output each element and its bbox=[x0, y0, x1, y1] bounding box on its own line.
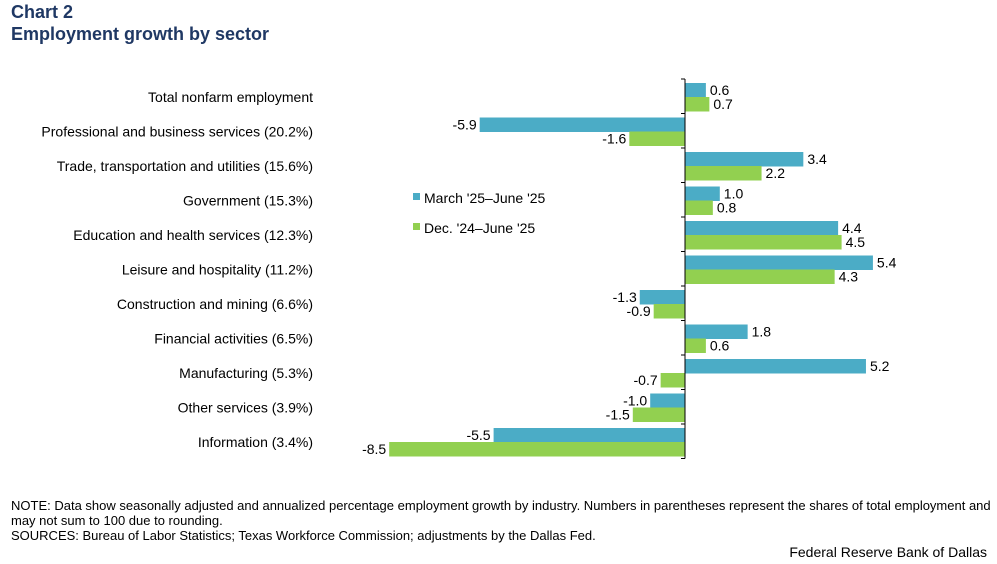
data-label: 0.6 bbox=[710, 338, 730, 354]
legend-swatch bbox=[413, 223, 420, 230]
bar-ytd bbox=[629, 131, 685, 146]
chart-number: Chart 2 bbox=[11, 2, 74, 22]
data-label: 0.6 bbox=[710, 82, 730, 98]
legend-swatch bbox=[413, 193, 420, 200]
category-label: Government (15.3%) bbox=[183, 193, 313, 209]
sources-text: SOURCES: Bureau of Labor Statistics; Tex… bbox=[11, 528, 596, 543]
bar-ytd bbox=[685, 235, 842, 250]
category-label: Information (3.4%) bbox=[198, 434, 313, 450]
bar-recent bbox=[685, 359, 866, 374]
data-label: 5.2 bbox=[870, 358, 890, 374]
category-label: Trade, transportation and utilities (15.… bbox=[57, 158, 313, 174]
bar-recent bbox=[493, 428, 685, 443]
bar-ytd bbox=[685, 166, 762, 181]
data-label: -0.9 bbox=[627, 303, 651, 319]
bar-recent bbox=[685, 152, 804, 167]
bar-recent bbox=[685, 255, 873, 270]
data-label: 1.0 bbox=[724, 186, 744, 202]
data-label: -5.9 bbox=[453, 117, 477, 133]
legend-label: Dec. '24–June '25 bbox=[424, 220, 535, 236]
data-label: -1.0 bbox=[623, 393, 647, 409]
category-label: Total nonfarm employment bbox=[148, 89, 313, 105]
bar-recent bbox=[639, 290, 685, 305]
credit-text: Federal Reserve Bank of Dallas bbox=[789, 544, 987, 560]
data-label: -1.5 bbox=[606, 407, 630, 423]
data-label: -5.5 bbox=[466, 427, 490, 443]
bar-recent bbox=[479, 117, 685, 132]
data-label: 4.4 bbox=[842, 220, 862, 236]
data-label: 2.2 bbox=[766, 165, 786, 181]
bar-ytd bbox=[632, 407, 685, 422]
bar-recent bbox=[650, 393, 685, 408]
footnote: NOTE: Data show seasonally adjusted and … bbox=[11, 498, 991, 543]
data-label: 4.5 bbox=[846, 234, 866, 250]
data-label: 5.4 bbox=[877, 255, 897, 271]
bar-recent bbox=[685, 221, 839, 236]
legend-label: March '25–June '25 bbox=[424, 190, 546, 206]
data-label: -8.5 bbox=[362, 441, 386, 457]
category-label: Other services (3.9%) bbox=[178, 400, 313, 416]
data-label: 4.3 bbox=[839, 269, 859, 285]
bar-recent bbox=[685, 324, 748, 339]
data-label: 0.7 bbox=[713, 96, 733, 112]
bar-ytd bbox=[685, 200, 713, 215]
bar-ytd bbox=[653, 304, 685, 319]
category-label: Professional and business services (20.2… bbox=[41, 124, 313, 140]
bar-ytd bbox=[685, 269, 835, 284]
data-label: -1.3 bbox=[613, 289, 637, 305]
category-label: Construction and mining (6.6%) bbox=[117, 296, 313, 312]
category-label: Financial activities (6.5%) bbox=[154, 331, 313, 347]
bar-ytd bbox=[685, 97, 710, 112]
bar-recent bbox=[685, 186, 720, 201]
data-label: 1.8 bbox=[752, 324, 772, 340]
chart-title: Employment growth by sector bbox=[11, 24, 270, 44]
category-label: Leisure and hospitality (11.2%) bbox=[122, 262, 313, 278]
data-label: -0.7 bbox=[634, 372, 658, 388]
category-label: Manufacturing (5.3%) bbox=[179, 365, 313, 381]
data-label: 0.8 bbox=[717, 200, 737, 216]
bar-ytd bbox=[685, 338, 706, 353]
bar-recent bbox=[685, 83, 706, 98]
data-label: -1.6 bbox=[602, 131, 626, 147]
bar-ytd bbox=[389, 442, 685, 457]
data-label: 3.4 bbox=[807, 151, 827, 167]
bar-ytd bbox=[660, 373, 685, 388]
category-label: Education and health services (12.3%) bbox=[73, 227, 313, 243]
note-text: NOTE: Data show seasonally adjusted and … bbox=[11, 498, 991, 528]
